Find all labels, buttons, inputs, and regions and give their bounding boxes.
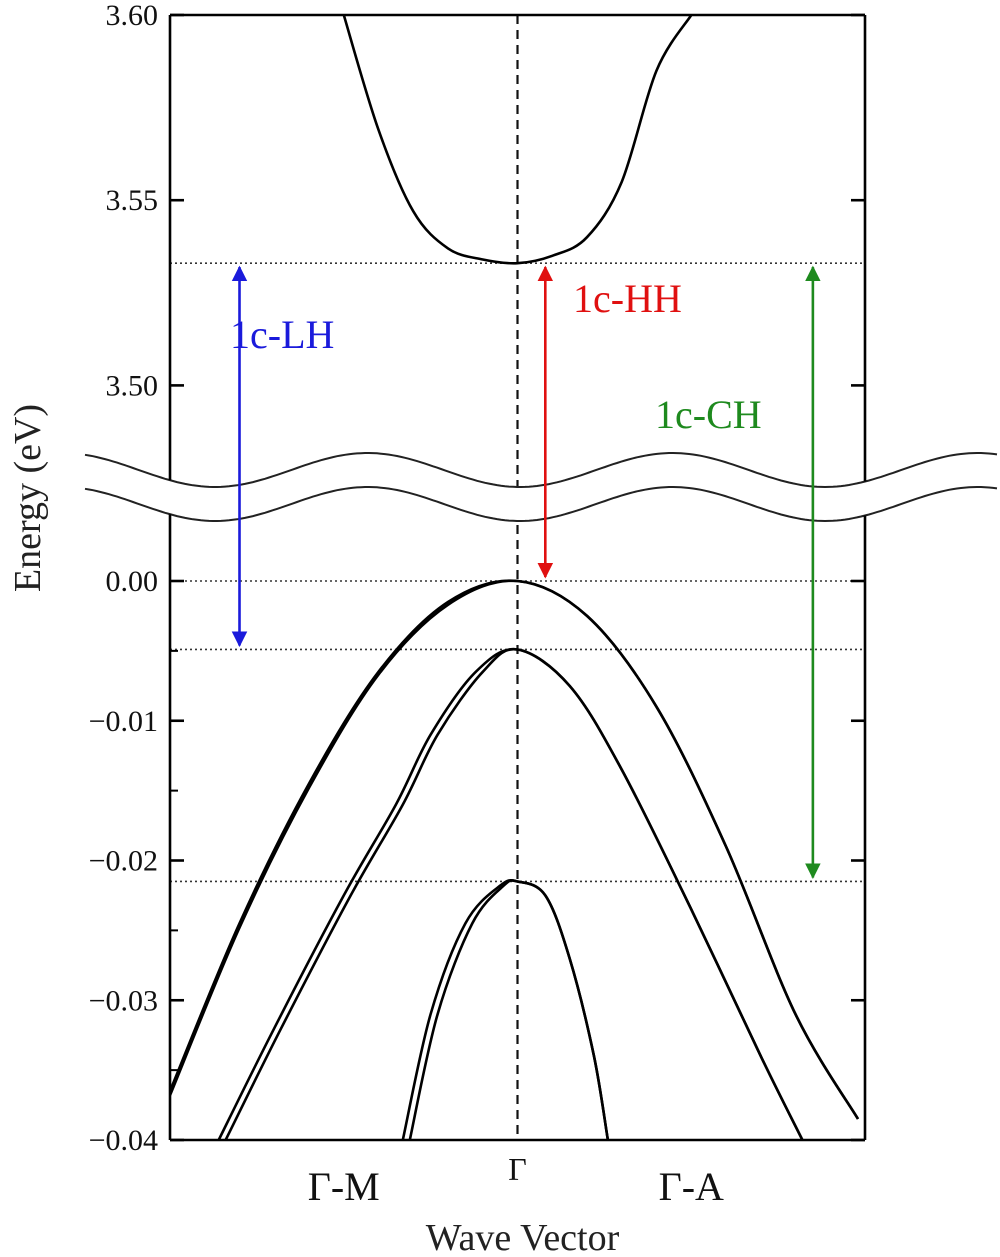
y-tick-label: 3.60 — [106, 0, 159, 32]
y-tick-label: 3.55 — [106, 184, 159, 217]
transition-label: 1c-HH — [573, 276, 682, 321]
y-tick-label: −0.03 — [89, 984, 158, 1017]
y-tick-label: 0.00 — [106, 565, 159, 598]
y-tick-label: 3.50 — [106, 369, 159, 402]
axes-frame — [84, 13, 1000, 1142]
clipped-plot — [170, 15, 865, 1140]
band-curve-lh-2 — [224, 647, 804, 1140]
band-curve-hh-1 — [170, 579, 860, 1120]
plot-area — [170, 15, 865, 1140]
y-tick-label: −0.02 — [89, 845, 158, 878]
x-tick-label: Γ-M — [308, 1164, 380, 1209]
band-curve-ch-2 — [408, 878, 610, 1140]
transition-label: 1c-LH — [230, 312, 334, 357]
x-axis-title: Wave Vector — [426, 1217, 620, 1257]
band-curve-lh-1 — [217, 647, 804, 1140]
axis-labels: 3.60 3.55 3.50 0.00 −0.01 −0.02 −0.03 −0.04 Γ-M Γ… — [7, 0, 762, 1257]
y-tick-label: −0.01 — [89, 705, 158, 738]
axis-break-wave-upper — [84, 452, 998, 489]
x-tick-label: Γ-A — [659, 1164, 724, 1209]
band-curve-cb — [342, 15, 693, 265]
axis-break — [84, 452, 1000, 523]
band-curve-hh-2 — [170, 579, 860, 1120]
x-tick-label: Γ — [508, 1151, 527, 1187]
band-curve-ch-1 — [401, 878, 610, 1140]
y-axis-title: Energy (eV) — [7, 404, 49, 592]
y-tick-label: −0.04 — [89, 1124, 158, 1157]
transition-label: 1c-CH — [655, 392, 762, 437]
